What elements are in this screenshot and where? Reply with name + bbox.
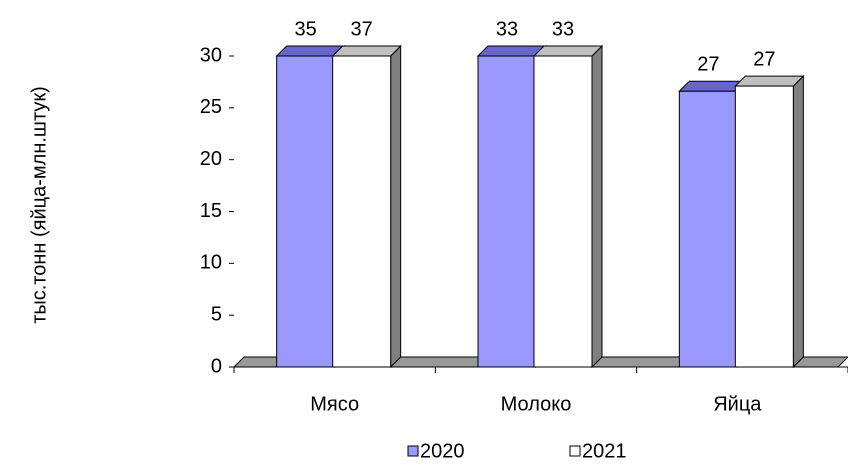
legend-label: 2021 — [582, 440, 627, 462]
y-tick-label: 5 — [211, 303, 222, 325]
y-tick-label: 10 — [200, 252, 222, 274]
x-tick-label: Молоко — [501, 393, 572, 415]
bar-face — [276, 55, 336, 368]
legend-swatch — [569, 445, 581, 457]
bar-face — [591, 44, 603, 369]
bar-face — [792, 74, 804, 369]
legend-label: 2020 — [420, 440, 465, 462]
bar-face — [477, 55, 537, 368]
y-tick-label: 15 — [200, 200, 222, 222]
value-label: 27 — [753, 48, 775, 70]
value-label: 27 — [697, 54, 719, 76]
bar-face — [332, 55, 392, 368]
bar-face — [734, 85, 794, 368]
y-axis-label: тыс.тонн (яйца-млн.штук) — [28, 86, 50, 324]
value-label: 33 — [552, 18, 574, 40]
legend-swatch — [407, 445, 419, 457]
y-tick-label: 25 — [200, 96, 222, 118]
bar-face — [734, 75, 805, 87]
bar-face — [678, 90, 738, 368]
x-tick-label: Мясо — [310, 393, 359, 415]
value-label: 35 — [295, 18, 317, 40]
bar-face — [331, 45, 402, 57]
value-label: 37 — [351, 18, 373, 40]
bar-face — [533, 55, 593, 368]
bar-face — [390, 44, 402, 369]
y-tick-label: 30 — [200, 44, 222, 66]
bar-face — [532, 45, 604, 57]
y-tick-label: 0 — [211, 355, 222, 377]
x-tick-label: Яйца — [713, 393, 762, 415]
bar — [734, 74, 805, 369]
bar — [532, 44, 604, 369]
bar — [331, 44, 402, 369]
value-label: 33 — [496, 18, 518, 40]
y-tick-label: 20 — [200, 148, 222, 170]
